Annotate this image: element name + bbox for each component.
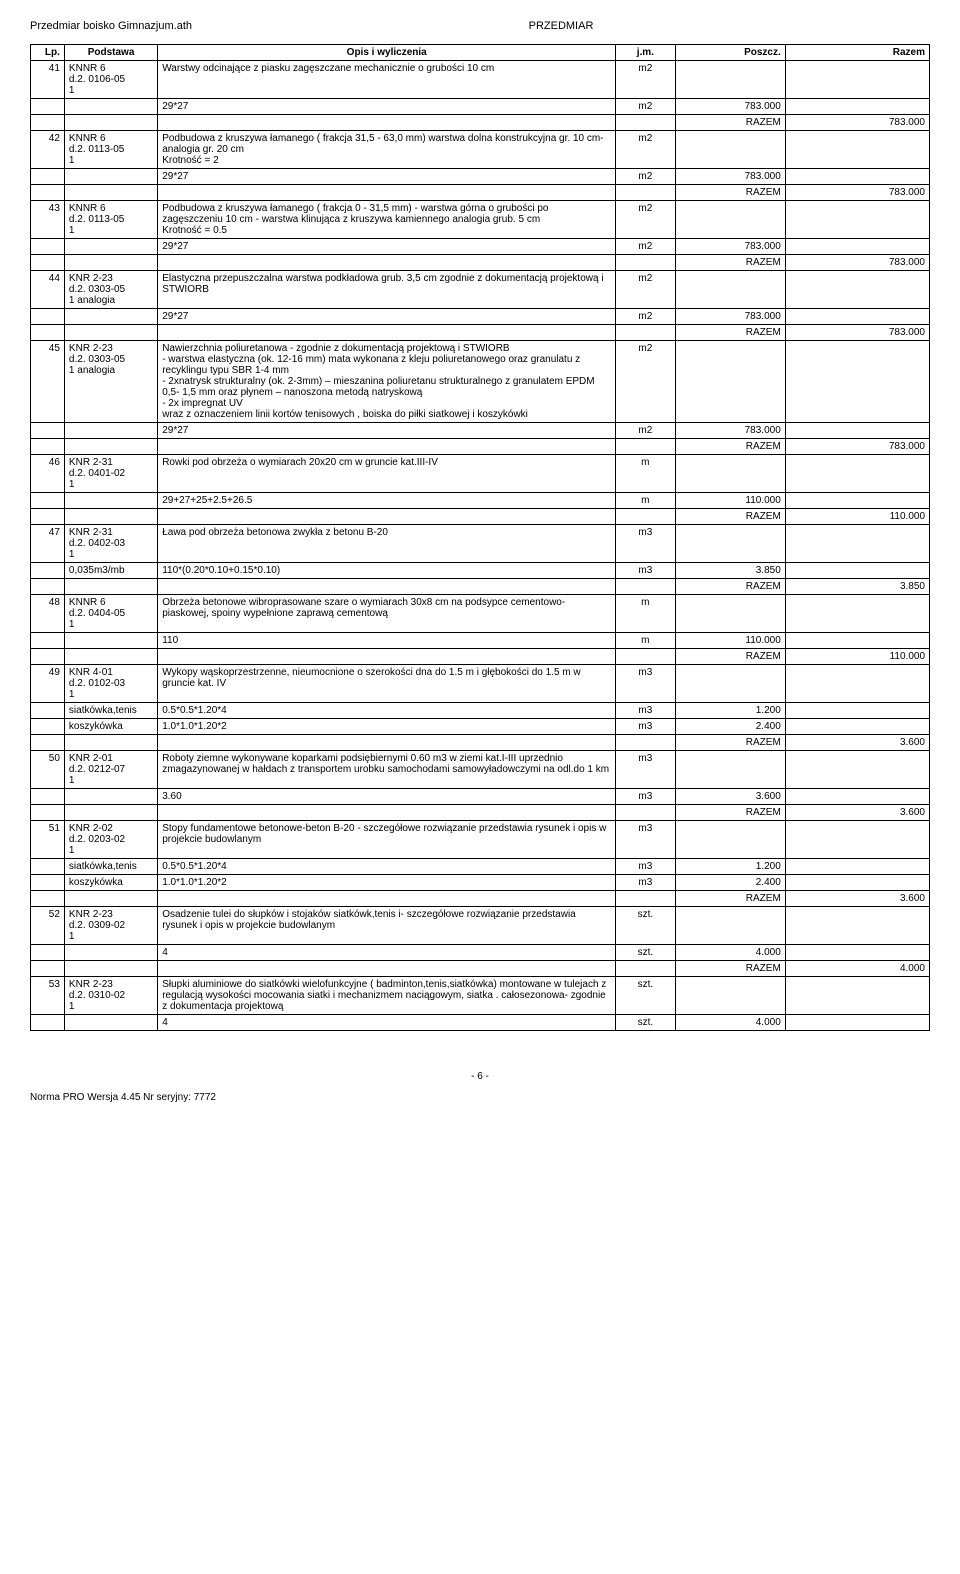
przedmiar-table: Lp. Podstawa Opis i wyliczenia j.m. Posz… bbox=[30, 44, 930, 1031]
table-row: 29*27m2783.000 bbox=[31, 423, 930, 439]
table-row: RAZEM783.000 bbox=[31, 185, 930, 201]
table-row: RAZEM783.000 bbox=[31, 325, 930, 341]
page-footer: - 6 - Norma PRO Wersja 4.45 Nr seryjny: … bbox=[30, 1071, 930, 1103]
table-row: RAZEM110.000 bbox=[31, 649, 930, 665]
col-lp: Lp. bbox=[31, 45, 65, 61]
table-header-row: Lp. Podstawa Opis i wyliczenia j.m. Posz… bbox=[31, 45, 930, 61]
col-jm: j.m. bbox=[616, 45, 675, 61]
table-row: RAZEM3.600 bbox=[31, 891, 930, 907]
table-row: 45KNR 2-23d.2. 0303-051 analogiaNawierzc… bbox=[31, 341, 930, 423]
table-row: siatkówka,tenis0.5*0.5*1.20*4m31.200 bbox=[31, 703, 930, 719]
table-row: RAZEM783.000 bbox=[31, 115, 930, 131]
table-row: 29+27+25+2.5+26.5m110.000 bbox=[31, 493, 930, 509]
table-row: 29*27m2783.000 bbox=[31, 99, 930, 115]
table-row: koszykówka1.0*1.0*1.20*2m32.400 bbox=[31, 719, 930, 735]
page-number: - 6 - bbox=[471, 1071, 489, 1082]
table-row: 3.60m33.600 bbox=[31, 789, 930, 805]
table-row: 48KNNR 6d.2. 0404-051Obrzeża betonowe wi… bbox=[31, 595, 930, 633]
table-row: RAZEM783.000 bbox=[31, 255, 930, 271]
table-row: RAZEM3.850 bbox=[31, 579, 930, 595]
table-row: siatkówka,tenis0.5*0.5*1.20*4m31.200 bbox=[31, 859, 930, 875]
table-row: koszykówka1.0*1.0*1.20*2m32.400 bbox=[31, 875, 930, 891]
table-row: 110m110.000 bbox=[31, 633, 930, 649]
table-row: RAZEM3.600 bbox=[31, 805, 930, 821]
table-row: 46KNR 2-31d.2. 0401-021Rowki pod obrzeża… bbox=[31, 455, 930, 493]
table-row: RAZEM110.000 bbox=[31, 509, 930, 525]
header-left: Przedmiar boisko Gimnazjum.ath bbox=[30, 20, 192, 32]
table-row: 42KNNR 6d.2. 0113-051Podbudowa z kruszyw… bbox=[31, 131, 930, 169]
table-row: 43KNNR 6d.2. 0113-051Podbudowa z kruszyw… bbox=[31, 201, 930, 239]
table-row: 51KNR 2-02d.2. 0203-021Stopy fundamentow… bbox=[31, 821, 930, 859]
col-opis: Opis i wyliczenia bbox=[158, 45, 616, 61]
table-row: 52KNR 2-23d.2. 0309-021Osadzenie tulei d… bbox=[31, 907, 930, 945]
table-row: RAZEM783.000 bbox=[31, 439, 930, 455]
table-row: 29*27m2783.000 bbox=[31, 169, 930, 185]
col-razem: Razem bbox=[785, 45, 929, 61]
table-row: 4szt.4.000 bbox=[31, 945, 930, 961]
table-row: 47KNR 2-31d.2. 0402-031Ława pod obrzeża … bbox=[31, 525, 930, 563]
table-row: 44KNR 2-23d.2. 0303-051 analogiaElastycz… bbox=[31, 271, 930, 309]
col-podstawa: Podstawa bbox=[64, 45, 157, 61]
table-row: 53KNR 2-23d.2. 0310-021Słupki aluminiowe… bbox=[31, 977, 930, 1015]
table-row: 0,035m3/mb110*(0.20*0.10+0.15*0.10)m33.8… bbox=[31, 563, 930, 579]
generator-label: Norma PRO Wersja 4.45 Nr seryjny: 7772 bbox=[30, 1092, 216, 1103]
table-row: RAZEM4.000 bbox=[31, 961, 930, 977]
table-row: 29*27m2783.000 bbox=[31, 239, 930, 255]
col-poszcz: Poszcz. bbox=[675, 45, 785, 61]
table-row: 50KNR 2-01d.2. 0212-071Roboty ziemne wyk… bbox=[31, 751, 930, 789]
table-row: 29*27m2783.000 bbox=[31, 309, 930, 325]
header-center: PRZEDMIAR bbox=[529, 20, 594, 32]
table-row: 49KNR 4-01d.2. 0102-031Wykopy wąskoprzes… bbox=[31, 665, 930, 703]
page-header: Przedmiar boisko Gimnazjum.ath PRZEDMIAR bbox=[30, 20, 930, 32]
table-row: RAZEM3.600 bbox=[31, 735, 930, 751]
table-row: 41KNNR 6d.2. 0106-051Warstwy odcinające … bbox=[31, 61, 930, 99]
table-row: 4szt.4.000 bbox=[31, 1015, 930, 1031]
